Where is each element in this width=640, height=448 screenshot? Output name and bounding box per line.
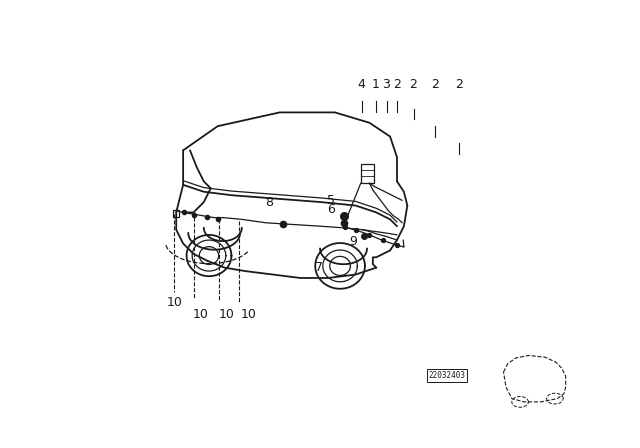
Text: 4: 4 bbox=[358, 78, 365, 91]
Text: 8: 8 bbox=[266, 196, 273, 209]
Text: 1: 1 bbox=[372, 78, 380, 91]
Bar bbox=[361, 164, 374, 183]
Text: 10: 10 bbox=[166, 296, 182, 309]
Text: 2: 2 bbox=[393, 78, 401, 91]
Bar bbox=[173, 211, 179, 216]
Text: 22032403: 22032403 bbox=[429, 371, 465, 380]
Text: 7: 7 bbox=[316, 261, 323, 274]
Text: 10: 10 bbox=[241, 308, 257, 321]
Text: 6: 6 bbox=[328, 203, 335, 216]
Text: 10: 10 bbox=[193, 308, 208, 321]
Text: 2: 2 bbox=[410, 78, 417, 91]
Text: 2: 2 bbox=[431, 78, 439, 91]
Text: 2: 2 bbox=[455, 78, 463, 91]
Text: 5: 5 bbox=[328, 194, 335, 207]
Text: 9: 9 bbox=[349, 235, 357, 248]
Text: 10: 10 bbox=[218, 308, 234, 321]
Text: 3: 3 bbox=[382, 78, 390, 91]
